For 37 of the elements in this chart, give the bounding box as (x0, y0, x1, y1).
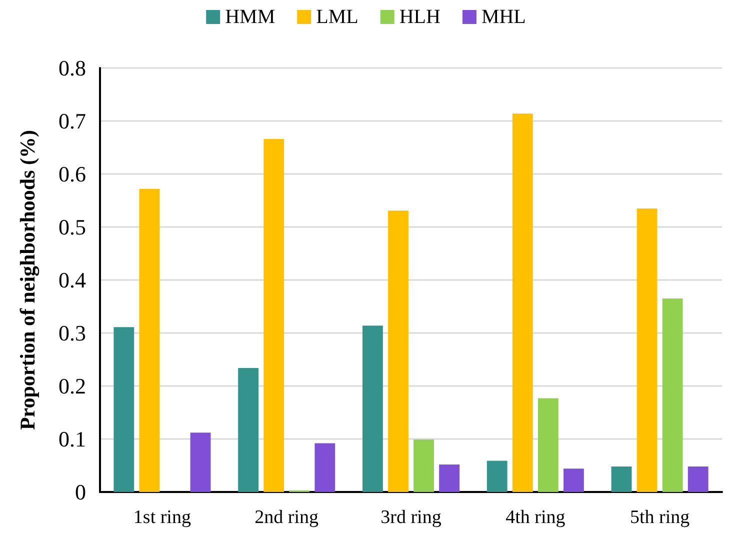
bar (538, 398, 558, 492)
y-tick-label: 0.6 (58, 162, 86, 186)
y-tick-label: 0.1 (58, 426, 86, 452)
bar (139, 188, 160, 492)
legend-label: LML (316, 6, 358, 28)
bar (439, 464, 460, 492)
legend-label: HLH (399, 6, 440, 28)
bar (512, 114, 533, 492)
bar (662, 298, 683, 492)
legend-label: HMM (225, 6, 276, 28)
y-tick-label: 0.4 (58, 268, 86, 292)
bar (362, 326, 383, 492)
x-tick-label: 5th ring (630, 507, 690, 528)
bar (114, 327, 134, 492)
x-tick-label: 1st ring (133, 507, 192, 528)
bar (314, 443, 336, 492)
y-tick-label: 0.3 (58, 320, 86, 346)
bar (190, 432, 211, 492)
y-tick-label: 0.8 (58, 56, 86, 80)
bar (611, 466, 632, 492)
bar (238, 368, 259, 492)
y-axis-title: Proportion of neighborhoods (%) (16, 130, 40, 430)
x-tick-label: 3rd ring (380, 507, 442, 528)
bar (563, 468, 584, 492)
y-tick-label: 0.5 (58, 214, 86, 240)
y-tick-label: 0.7 (58, 108, 86, 134)
bar (688, 466, 708, 492)
y-tick-label: 0.2 (58, 374, 86, 398)
bar (388, 210, 408, 492)
bar (636, 208, 658, 492)
x-tick-label: 4th ring (506, 507, 566, 528)
bar (264, 139, 284, 492)
x-tick-label: 2nd ring (254, 507, 320, 528)
bar (414, 440, 434, 492)
y-tick-label: 0 (75, 480, 86, 504)
bar (486, 460, 508, 492)
legend-label: MHL (481, 6, 526, 28)
